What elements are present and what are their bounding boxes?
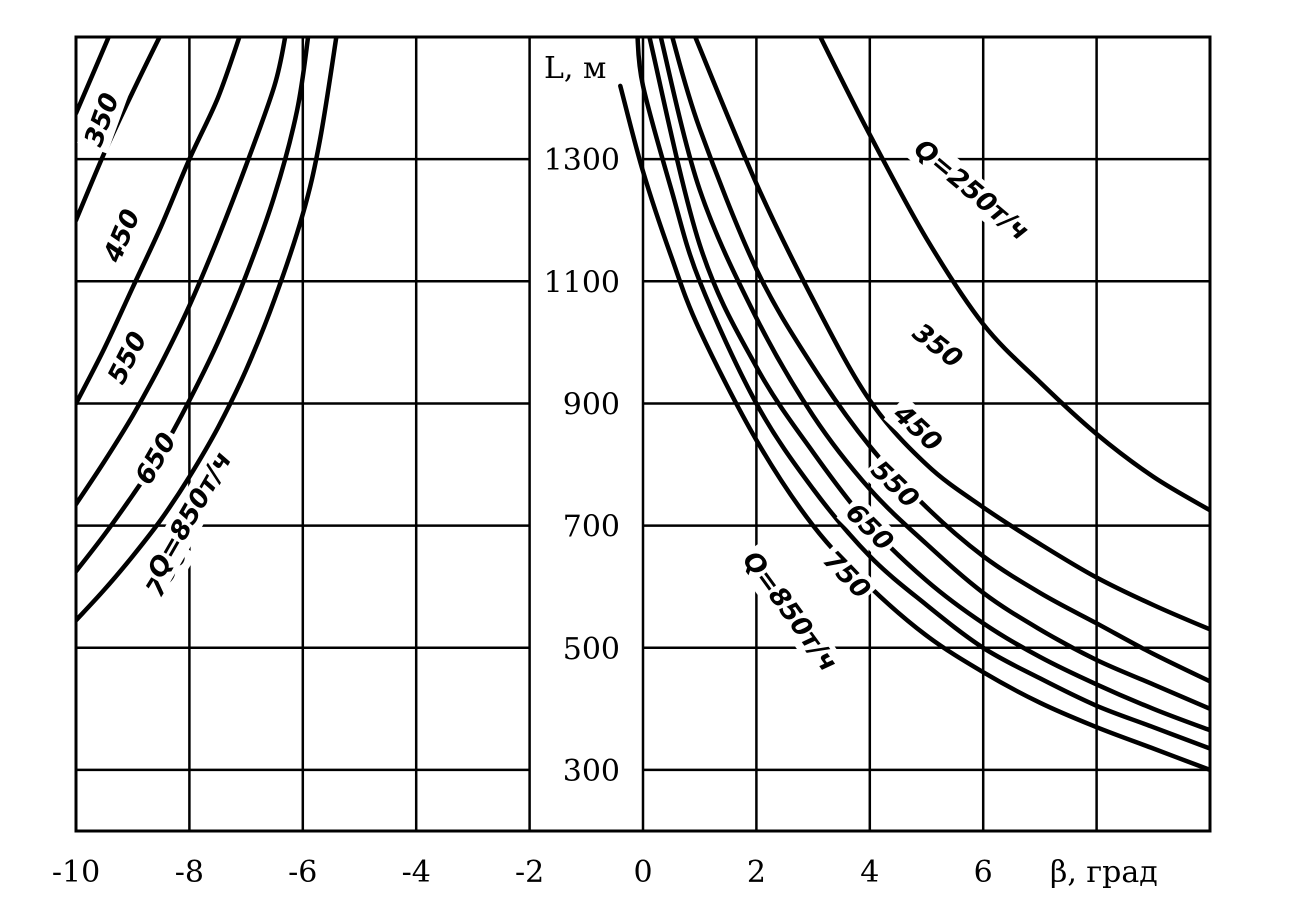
curve-label-background (733, 542, 846, 681)
x-axis-label: β, град (1050, 855, 1158, 890)
y-tick-label: 1300 (544, 143, 620, 178)
y-tick-label: 1100 (544, 265, 620, 300)
y-tick-label: 700 (563, 510, 620, 545)
curve-label-background (127, 424, 186, 494)
x-tick-label: -8 (175, 855, 204, 890)
tick-labels: -10 -8 -6 -4 -2 0 2 4 6 300 500 700 900 1100 1300 (52, 143, 993, 890)
y-axis-label: L, м (544, 51, 606, 86)
curve-left-6 (76, 37, 339, 623)
curve-right-8 (692, 37, 1210, 632)
x-tick-label: -2 (515, 855, 544, 890)
x-tick-label: -4 (402, 855, 431, 890)
curve-label: Q=250т/ч (908, 134, 1035, 247)
curve-label-background (139, 443, 241, 587)
curve-left-1 (76, 37, 112, 116)
x-tick-label: 2 (747, 855, 766, 890)
x-tick-label: 6 (974, 855, 993, 890)
curve-right-10 (658, 37, 1210, 712)
curve-right-12 (635, 37, 1210, 751)
curve-left-3 (76, 37, 242, 406)
x-tick-label: -6 (288, 855, 317, 890)
y-tick-label: 900 (563, 387, 620, 422)
curve-left-5 (76, 37, 311, 574)
curve-label-background (813, 542, 879, 608)
y-tick-label: 300 (563, 754, 620, 789)
curve-label-background (836, 494, 902, 561)
x-tick-label: -10 (52, 855, 100, 890)
x-tick-label: 0 (633, 855, 652, 890)
curve-right-7 (817, 37, 1210, 513)
y-tick-label: 500 (563, 632, 620, 667)
curve-label-background (883, 395, 951, 461)
curve-left-4 (76, 37, 288, 507)
curve-group (76, 37, 1210, 773)
curve-label-background (904, 131, 1038, 250)
curve-label-background (861, 452, 928, 518)
curve-label-background (99, 324, 156, 393)
curve-label-background (77, 86, 128, 154)
curve-label-background (95, 201, 149, 271)
grid (74, 35, 1212, 833)
curve-label-background (903, 315, 971, 378)
x-tick-label: 4 (860, 855, 879, 890)
